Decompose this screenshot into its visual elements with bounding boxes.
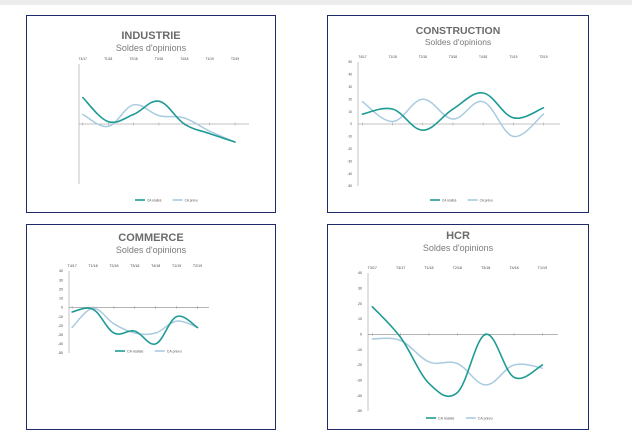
x-tick-label: T1/19 — [538, 266, 547, 270]
x-tick-label: T1/18 — [88, 264, 97, 268]
x-tick-label: T1/19 — [206, 57, 214, 61]
x-tick-label: T2/18 — [453, 266, 462, 270]
y-tick-label: -40 — [347, 172, 352, 176]
series-line-ca-prevu — [82, 103, 236, 143]
legend-label: CA réalisé — [438, 416, 454, 420]
x-tick-label: T4/18 — [509, 266, 518, 270]
chart-subtitle: Soldes d'opinions — [116, 43, 187, 53]
legend-label: CA réalisé — [127, 349, 143, 353]
y-tick-label: -50 — [357, 409, 362, 413]
y-tick-label: 40 — [358, 271, 362, 275]
chart-construction: CONSTRUCTION Soldes d'opinions 50 40 30 20 10 0… — [327, 15, 589, 213]
x-tick-label: T4/18 — [151, 264, 160, 268]
chart-industrie: INDUSTRIE Soldes d'opinions T4/17 T1/18 T2/1… — [26, 15, 276, 213]
y-tick-label: -10 — [347, 135, 352, 139]
y-tick-label: 20 — [348, 97, 352, 101]
series-line-ca-realise — [71, 307, 199, 345]
series-line-ca-prevu — [71, 307, 199, 336]
legend-label: CA prévu — [185, 198, 198, 202]
x-tick-label: T2/18 — [419, 55, 427, 59]
x-tick-label: T2/19 — [539, 55, 547, 59]
series-line-ca-prevu — [371, 337, 544, 386]
x-tick-label: T2/19 — [231, 57, 239, 61]
series-line-ca-realise — [82, 96, 236, 143]
legend-label: CA prévu — [480, 198, 493, 202]
x-tick-label: T4/17 — [79, 57, 87, 61]
x-tick-label: T1/19 — [509, 55, 517, 59]
y-tick-label: 20 — [358, 302, 362, 306]
x-tick-label: T3/18 — [481, 266, 490, 270]
x-tick-label: T4/18 — [479, 55, 487, 59]
y-tick-label: -20 — [357, 363, 362, 367]
x-tick-label: T3/17 — [368, 266, 377, 270]
chart-title: COMMERCE — [118, 232, 183, 244]
y-tick-label: -50 — [347, 184, 352, 188]
y-tick-label: -20 — [58, 324, 63, 328]
y-tick-label: -30 — [357, 379, 362, 383]
series-line-ca-realise — [361, 92, 545, 132]
chart-subtitle: Soldes d'opinions — [425, 37, 491, 47]
x-tick-label: T3/18 — [449, 55, 457, 59]
y-tick-label: 30 — [348, 85, 352, 89]
y-tick-label: 0 — [360, 333, 362, 337]
y-tick-label: 0 — [350, 122, 352, 126]
y-tick-label: 30 — [358, 287, 362, 291]
y-tick-label: 10 — [348, 110, 352, 114]
x-tick-label: T1/18 — [104, 57, 112, 61]
x-tick-label: T4/17 — [396, 266, 405, 270]
y-tick-label: 10 — [59, 297, 63, 301]
chart-title: INDUSTRIE — [121, 30, 180, 42]
y-tick-label: 10 — [358, 317, 362, 321]
y-tick-label: 0 — [61, 306, 63, 310]
x-tick-label: T1/18 — [389, 55, 397, 59]
chart-subtitle: Soldes d'opinions — [116, 245, 187, 255]
legend-label: CA prévu — [478, 416, 493, 420]
series-line-ca-prevu — [361, 98, 545, 138]
top-bar — [0, 0, 632, 5]
y-tick-label: 30 — [59, 278, 63, 282]
y-tick-label: 40 — [59, 269, 63, 273]
legend-label: CA réalisé — [442, 198, 457, 202]
x-tick-label: T4/18 — [180, 57, 188, 61]
y-tick-label: -40 — [357, 394, 362, 398]
x-tick-label: T1/19 — [172, 264, 181, 268]
x-tick-label: T3/18 — [130, 264, 139, 268]
y-tick-label: -20 — [347, 147, 352, 151]
y-tick-label: -10 — [357, 348, 362, 352]
y-tick-label: -30 — [347, 159, 352, 163]
x-tick-label: T4/17 — [68, 264, 77, 268]
chart-title: HCR — [446, 230, 470, 242]
series-line-ca-realise — [371, 305, 544, 398]
y-tick-label: 40 — [348, 73, 352, 77]
chart-commerce: COMMERCE Soldes d'opinions 40 30 20 10 0 -10 -20… — [26, 224, 276, 430]
x-tick-label: T3/18 — [155, 57, 163, 61]
legend-label: CA prévu — [167, 349, 182, 353]
x-tick-label: T1/18 — [424, 266, 433, 270]
y-tick-label: 20 — [59, 287, 63, 291]
y-tick-label: 50 — [348, 60, 352, 64]
x-tick-label: T2/18 — [129, 57, 137, 61]
x-tick-label: T2/19 — [193, 264, 202, 268]
chart-title: CONSTRUCTION — [416, 25, 501, 37]
x-tick-label: T2/18 — [109, 264, 118, 268]
legend-label: CA réalisé — [147, 198, 162, 202]
chart-subtitle: Soldes d'opinions — [423, 243, 494, 253]
y-tick-label: -30 — [58, 333, 63, 337]
y-tick-label: -50 — [58, 351, 63, 355]
y-tick-label: -10 — [58, 315, 63, 319]
y-tick-label: -40 — [58, 342, 63, 346]
x-tick-label: T4/17 — [358, 55, 366, 59]
chart-hcr: HCR Soldes d'opinions 40 30 20 10 0 -10 -20 -30 -4… — [327, 224, 589, 430]
